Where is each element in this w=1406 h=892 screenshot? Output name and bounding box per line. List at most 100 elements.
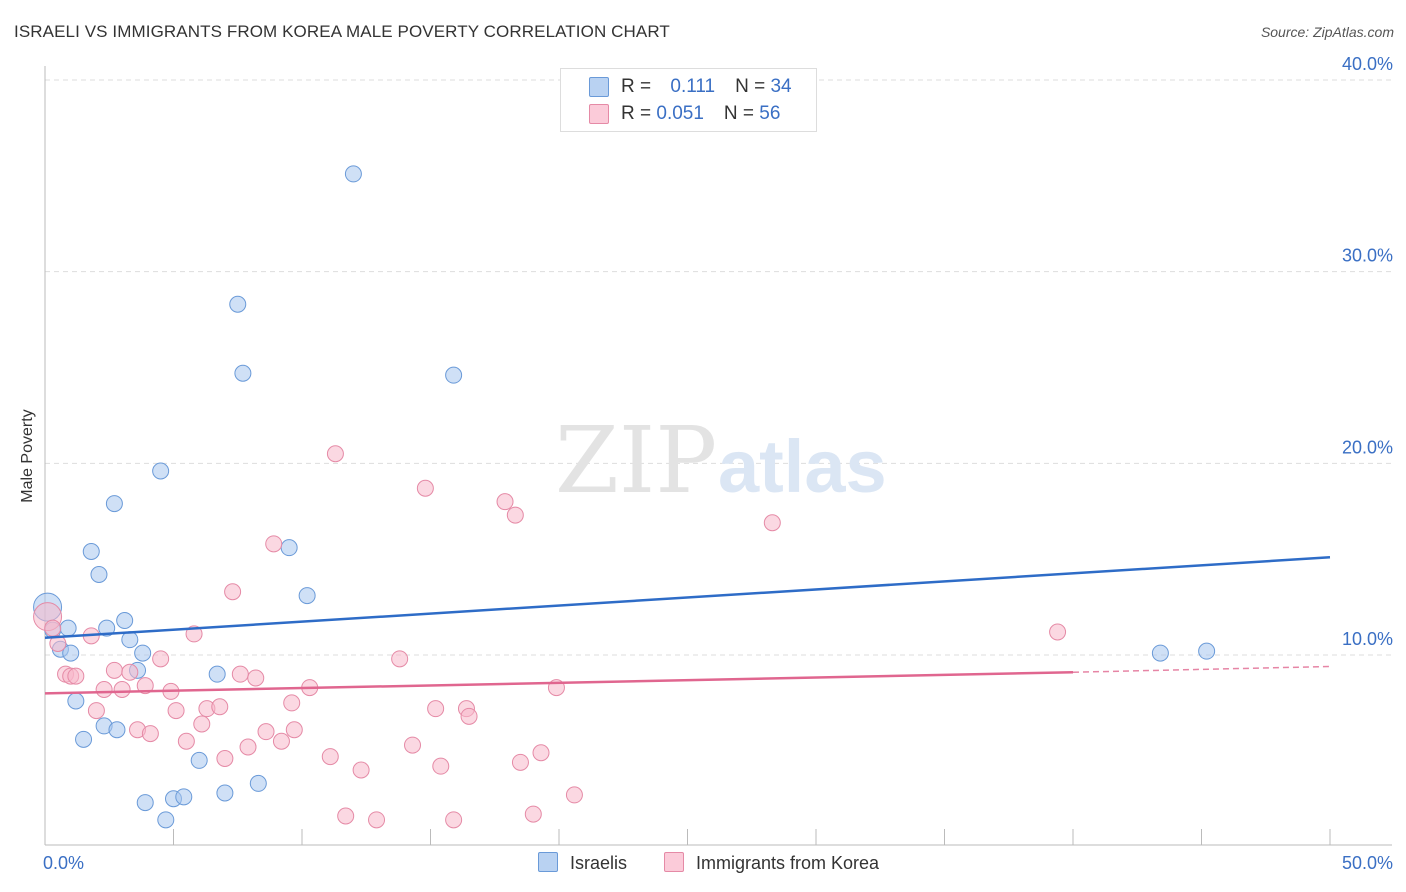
korea-point	[87, 702, 105, 720]
korea-point	[167, 702, 185, 720]
korea-point	[113, 681, 131, 698]
israelis-point	[108, 721, 126, 739]
israelis-point	[121, 631, 139, 649]
israelis-point	[82, 543, 100, 560]
watermark-zip: ZIP	[555, 407, 717, 514]
bottom-legend-swatch-israelis	[538, 852, 558, 872]
korea-point	[185, 625, 203, 643]
chart-title: ISRAELI VS IMMIGRANTS FROM KOREA MALE PO…	[14, 22, 670, 41]
korea-point	[432, 757, 450, 775]
korea-point	[44, 619, 62, 637]
correlation-legend: R = 0.111 N = 34 R = 0.051 N = 56	[560, 68, 817, 132]
bottom-legend-israelis: Israelis	[538, 852, 627, 874]
korea-trend-line	[44, 671, 1074, 695]
korea-point	[445, 811, 463, 829]
korea-point	[95, 681, 113, 698]
korea-point	[506, 506, 524, 524]
korea-point	[211, 698, 229, 716]
israelis-point	[280, 539, 298, 557]
israelis-point	[59, 619, 77, 637]
korea-point	[337, 807, 355, 825]
x-tick-label-min: 0.0%	[43, 853, 84, 873]
israelis-point	[216, 784, 234, 802]
korea-point	[321, 748, 339, 766]
korea-point	[427, 700, 445, 718]
korea-point	[216, 750, 234, 767]
korea-point	[496, 493, 514, 511]
korea-point	[105, 661, 123, 679]
korea-point	[416, 479, 434, 497]
israelis-point	[157, 811, 175, 829]
korea-point	[177, 732, 195, 750]
legend-swatch-korea	[589, 104, 609, 124]
korea-point	[565, 786, 583, 804]
israelis-point	[208, 665, 226, 683]
korea-point	[404, 736, 422, 754]
israelis-point	[1151, 644, 1169, 662]
israelis-point	[134, 644, 152, 662]
israelis-trend-line	[44, 556, 1331, 639]
korea-trend-extension	[1072, 665, 1331, 673]
bottom-legend-korea: Immigrants from Korea	[664, 852, 879, 874]
korea-point	[391, 650, 409, 668]
korea-point	[524, 805, 542, 823]
tick-labels: 10.0% 20.0% 30.0% 40.0% 0.0% 50.0%	[43, 54, 1393, 873]
korea-point	[272, 732, 290, 750]
korea-point	[285, 721, 303, 739]
source-note: Source: ZipAtlas.com	[1260, 24, 1394, 40]
korea-point	[193, 715, 211, 733]
korea-point	[141, 725, 159, 743]
korea-point	[763, 514, 781, 532]
israelis-point	[152, 462, 170, 480]
israelis-point	[249, 774, 267, 792]
israelis-point	[1198, 642, 1216, 660]
korea-point	[511, 753, 529, 771]
x-tick-label-max: 50.0%	[1342, 853, 1393, 873]
korea-point	[49, 635, 67, 652]
y-tick-label-20: 20.0%	[1342, 437, 1393, 457]
israelis-point	[75, 730, 93, 748]
korea-point	[460, 707, 478, 725]
watermark-atlas: atlas	[718, 425, 887, 508]
korea-point	[67, 667, 85, 685]
korea-point	[239, 738, 257, 756]
data-points	[33, 165, 1216, 829]
korea-point	[224, 583, 242, 601]
israelis-point	[105, 495, 123, 513]
israelis-point	[445, 366, 463, 384]
bottom-legend-swatch-korea	[664, 852, 684, 872]
korea-point	[352, 761, 370, 779]
israelis-point	[234, 364, 252, 382]
legend-swatch-israelis	[589, 77, 609, 97]
korea-point	[136, 677, 154, 695]
israelis-point	[175, 788, 193, 806]
axes	[44, 66, 1392, 846]
israelis-point	[229, 295, 247, 313]
y-tick-label-30: 30.0%	[1342, 246, 1393, 266]
korea-point	[257, 723, 275, 741]
israelis-point	[98, 619, 116, 637]
korea-point	[326, 445, 344, 463]
israelis-point	[136, 794, 154, 812]
bottom-legend-label-israelis: Israelis	[570, 853, 628, 873]
legend-stats-korea: R = 0.051 N = 56	[621, 103, 781, 124]
israelis-point	[90, 566, 108, 583]
korea-point	[265, 535, 283, 553]
y-tick-label-10: 10.0%	[1342, 629, 1393, 649]
korea-point	[121, 663, 139, 681]
israelis-point	[344, 165, 362, 183]
israelis-point	[190, 751, 208, 769]
y-tick-label-40: 40.0%	[1342, 54, 1393, 74]
trend-lines	[44, 556, 1331, 695]
korea-point	[152, 650, 170, 668]
korea-point	[247, 669, 265, 687]
korea-point	[368, 811, 386, 829]
korea-point	[283, 694, 301, 712]
legend-stats-israelis: R = 0.111 N = 34	[621, 76, 792, 97]
israelis-point	[298, 587, 316, 605]
korea-point	[231, 665, 249, 683]
israelis-point	[62, 644, 80, 662]
israelis-point	[67, 692, 85, 710]
israelis-point	[116, 612, 134, 629]
